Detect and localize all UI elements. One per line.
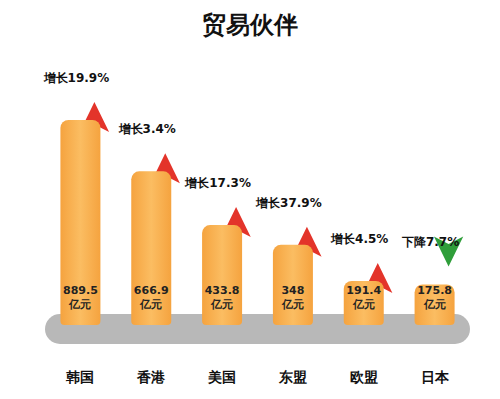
svg-text:亿元: 亿元	[68, 298, 91, 311]
svg-text:889.5: 889.5	[63, 284, 98, 297]
svg-text:亿元: 亿元	[281, 298, 304, 311]
svg-text:韩国: 韩国	[65, 369, 94, 385]
svg-text:美国: 美国	[207, 369, 236, 385]
svg-text:亿元: 亿元	[210, 298, 233, 311]
svg-text:东盟: 东盟	[278, 369, 307, 385]
svg-text:下降7.7%: 下降7.7%	[401, 235, 459, 249]
svg-text:433.8: 433.8	[205, 284, 240, 297]
svg-text:666.9: 666.9	[134, 284, 169, 297]
svg-text:增长3.4%: 增长3.4%	[118, 122, 176, 136]
svg-text:348: 348	[281, 284, 304, 297]
svg-text:175.8: 175.8	[417, 284, 452, 297]
svg-text:增长19.9%: 增长19.9%	[43, 71, 110, 85]
svg-text:增长17.3%: 增长17.3%	[184, 176, 251, 190]
svg-text:增长4.5%: 增长4.5%	[330, 232, 388, 246]
svg-text:亿元: 亿元	[352, 298, 375, 311]
svg-text:香港: 香港	[136, 369, 166, 385]
svg-text:亿元: 亿元	[423, 298, 446, 311]
svg-text:增长37.9%: 增长37.9%	[255, 196, 322, 210]
svg-text:191.4: 191.4	[346, 284, 381, 297]
svg-text:日本: 日本	[421, 369, 450, 385]
svg-text:亿元: 亿元	[139, 298, 162, 311]
svg-text:贸易伙伴: 贸易伙伴	[202, 11, 298, 39]
svg-text:欧盟: 欧盟	[350, 369, 378, 385]
